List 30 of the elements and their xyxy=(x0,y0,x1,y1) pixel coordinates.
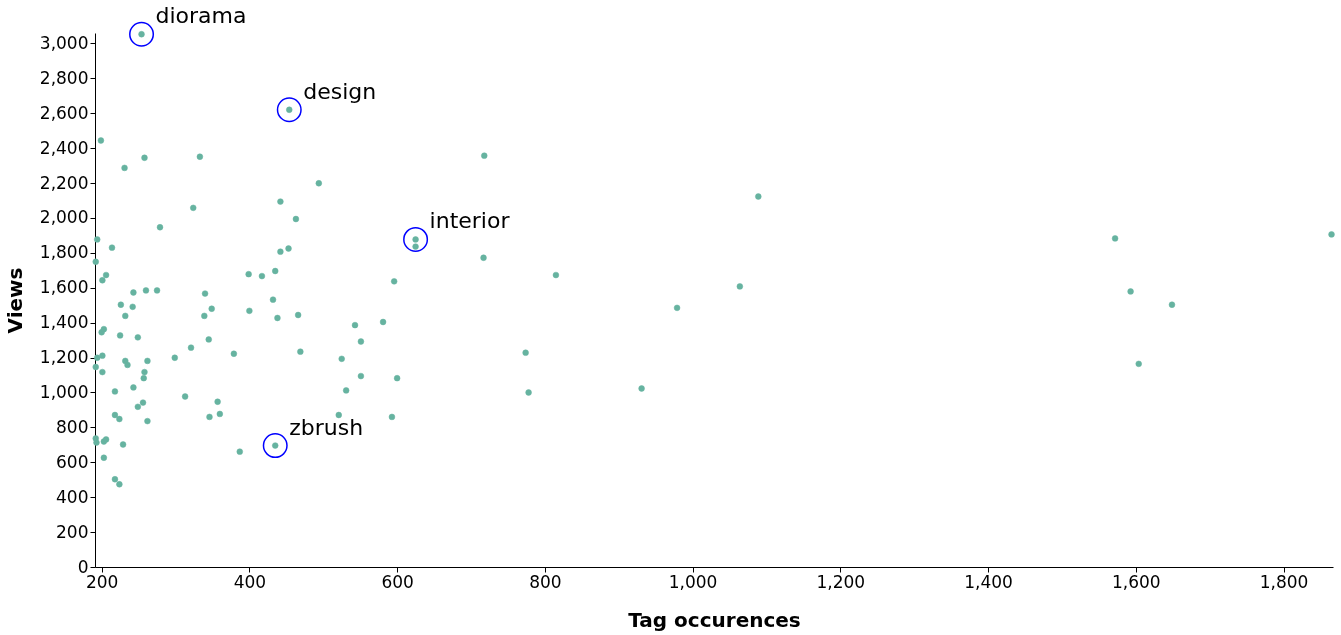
annotation: diorama xyxy=(155,3,247,29)
y-tick-label: 2,800 xyxy=(39,67,89,88)
x-axis-title: Tag occurences xyxy=(628,607,801,632)
y-tick-label: 2,600 xyxy=(39,102,89,123)
y-tick-label: 1,600 xyxy=(39,277,89,298)
annotation: design xyxy=(303,78,377,104)
y-tick-label: 1,000 xyxy=(39,381,89,402)
y-tick-label: 1,200 xyxy=(39,347,89,368)
y-tick-label: 2,400 xyxy=(39,137,89,158)
annotation: zbrush xyxy=(289,414,364,440)
y-tick-label: 2,200 xyxy=(39,172,89,193)
y-tick-label: 600 xyxy=(56,451,89,472)
y-axis-title: Views xyxy=(2,267,27,334)
x-tick-label: 200 xyxy=(85,571,119,592)
x-tick-label: 600 xyxy=(381,571,414,592)
x-tick-label: 1,600 xyxy=(1111,571,1161,592)
annotation: interior xyxy=(429,208,511,234)
y-tick-label: 3,000 xyxy=(39,32,89,53)
y-tick-label: 1,400 xyxy=(39,312,89,333)
y-tick-label: 800 xyxy=(56,416,89,437)
x-tick-label: 800 xyxy=(529,571,562,592)
x-tick-label: 1,000 xyxy=(668,571,718,592)
y-tick-label: 1,800 xyxy=(39,242,89,263)
x-tick-label: 1,800 xyxy=(1259,571,1309,592)
x-tick-label: 1,200 xyxy=(816,571,866,592)
x-tick-label: 1,400 xyxy=(964,571,1013,592)
y-tick-label: 400 xyxy=(56,486,89,507)
y-tick-label: 2,000 xyxy=(39,207,89,228)
x-tick-label: 400 xyxy=(233,571,267,592)
y-tick-label: 200 xyxy=(56,521,89,542)
